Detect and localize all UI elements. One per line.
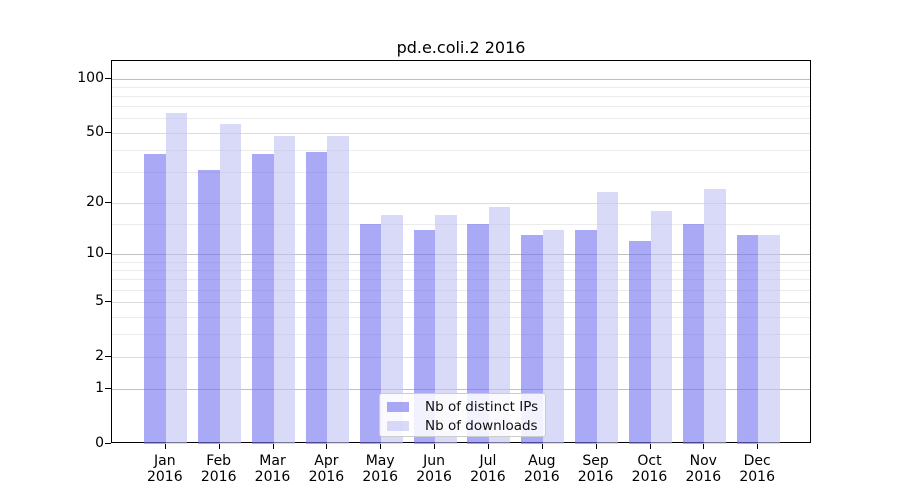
legend: Nb of distinct IPs Nb of downloads	[379, 393, 546, 437]
bar-downloads	[381, 215, 403, 444]
y-tick-label: 1	[95, 380, 104, 397]
x-tick-label: Dec 2016	[739, 453, 775, 485]
x-tick-mark	[326, 444, 328, 449]
gridline	[112, 270, 810, 271]
gridline	[112, 149, 810, 151]
gridline	[112, 389, 810, 391]
gridline	[112, 261, 810, 263]
bar-distinct-ips	[144, 153, 166, 444]
gridline	[112, 202, 810, 204]
bar-downloads	[273, 135, 295, 444]
x-tick-label: Sep 2016	[577, 453, 614, 485]
y-tick-mark	[105, 356, 111, 357]
gridline	[112, 106, 810, 108]
legend-label-downloads: Nb of downloads	[425, 417, 538, 434]
bar-downloads	[596, 192, 619, 444]
legend-row-distinct-ips: Nb of distinct IPs	[387, 397, 539, 416]
x-tick-label: Jan 2016	[146, 453, 183, 485]
chart-title: pd.e.coli.2 2016	[396, 38, 526, 57]
bar-downloads	[542, 229, 565, 444]
x-tick-mark	[595, 444, 597, 449]
gridline	[112, 132, 810, 134]
gridline	[112, 254, 810, 256]
gridline	[112, 78, 810, 80]
y-tick-mark	[105, 443, 111, 444]
y-tick-mark	[105, 201, 111, 203]
gridline	[112, 96, 810, 97]
y-tick-label: 2	[95, 348, 104, 364]
bar-distinct-ips	[682, 224, 705, 444]
bar-downloads	[758, 235, 780, 444]
bar-distinct-ips	[467, 224, 489, 444]
gridline	[112, 289, 810, 291]
gridline	[112, 334, 810, 336]
gridline	[112, 279, 810, 281]
y-tick-mark	[105, 388, 111, 390]
gridline	[112, 357, 810, 358]
bar-distinct-ips	[359, 224, 382, 444]
bar-distinct-ips	[198, 169, 220, 444]
legend-label-distinct-ips: Nb of distinct IPs	[425, 398, 539, 415]
legend-swatch-downloads-icon	[387, 420, 409, 431]
bar-distinct-ips	[252, 153, 274, 444]
x-tick-label: Oct 2016	[631, 453, 668, 485]
bar-downloads	[327, 135, 349, 444]
bar-downloads	[704, 189, 726, 444]
gridline	[112, 118, 810, 120]
x-tick-label: Feb 2016	[200, 453, 237, 485]
y-tick-label: 10	[86, 245, 104, 262]
y-tick-label: 0	[95, 435, 104, 451]
bar-downloads	[650, 210, 672, 444]
bar-distinct-ips	[305, 151, 328, 444]
x-tick-label: Jul 2016	[470, 453, 506, 485]
x-tick-label: Apr 2016	[308, 453, 345, 485]
y-tick-mark	[105, 131, 111, 133]
gridline	[112, 224, 810, 226]
bar-distinct-ips	[736, 235, 759, 444]
x-tick-label: Mar 2016	[254, 453, 291, 485]
y-tick-mark	[105, 301, 111, 303]
x-tick-mark	[703, 444, 705, 449]
bar-downloads	[488, 206, 511, 444]
bar-distinct-ips	[521, 235, 543, 444]
x-tick-mark	[487, 444, 489, 449]
y-tick-label: 20	[86, 193, 104, 210]
x-tick-label: Jun 2016	[416, 453, 452, 485]
bar-downloads	[435, 215, 457, 444]
y-tick-mark	[105, 253, 111, 255]
x-tick-mark	[272, 444, 274, 449]
bar-downloads	[165, 113, 188, 444]
y-tick-mark	[105, 77, 111, 79]
legend-row-downloads: Nb of downloads	[387, 416, 538, 435]
x-tick-mark	[218, 444, 220, 449]
y-tick-label: 100	[77, 69, 104, 86]
x-tick-label: Aug 2016	[523, 453, 560, 485]
bar-distinct-ips	[413, 229, 436, 444]
y-tick-label: 5	[95, 293, 104, 310]
legend-swatch-distinct-ips-icon	[387, 401, 409, 412]
plot-area	[111, 60, 811, 444]
x-tick-mark	[649, 444, 651, 449]
gridline	[112, 302, 810, 304]
gridline	[112, 316, 810, 318]
x-tick-mark	[164, 444, 166, 449]
x-tick-mark	[380, 444, 382, 449]
bar-distinct-ips	[629, 240, 651, 444]
y-tick-label: 50	[86, 123, 104, 140]
x-tick-label: May 2016	[362, 453, 398, 485]
x-tick-mark	[757, 444, 759, 449]
gridline	[112, 172, 810, 174]
x-tick-label: Nov 2016	[685, 453, 722, 485]
bar-downloads	[219, 123, 242, 444]
x-tick-mark	[541, 444, 543, 449]
bar-distinct-ips	[575, 229, 597, 444]
x-tick-mark	[434, 444, 436, 449]
gridline	[112, 86, 810, 88]
